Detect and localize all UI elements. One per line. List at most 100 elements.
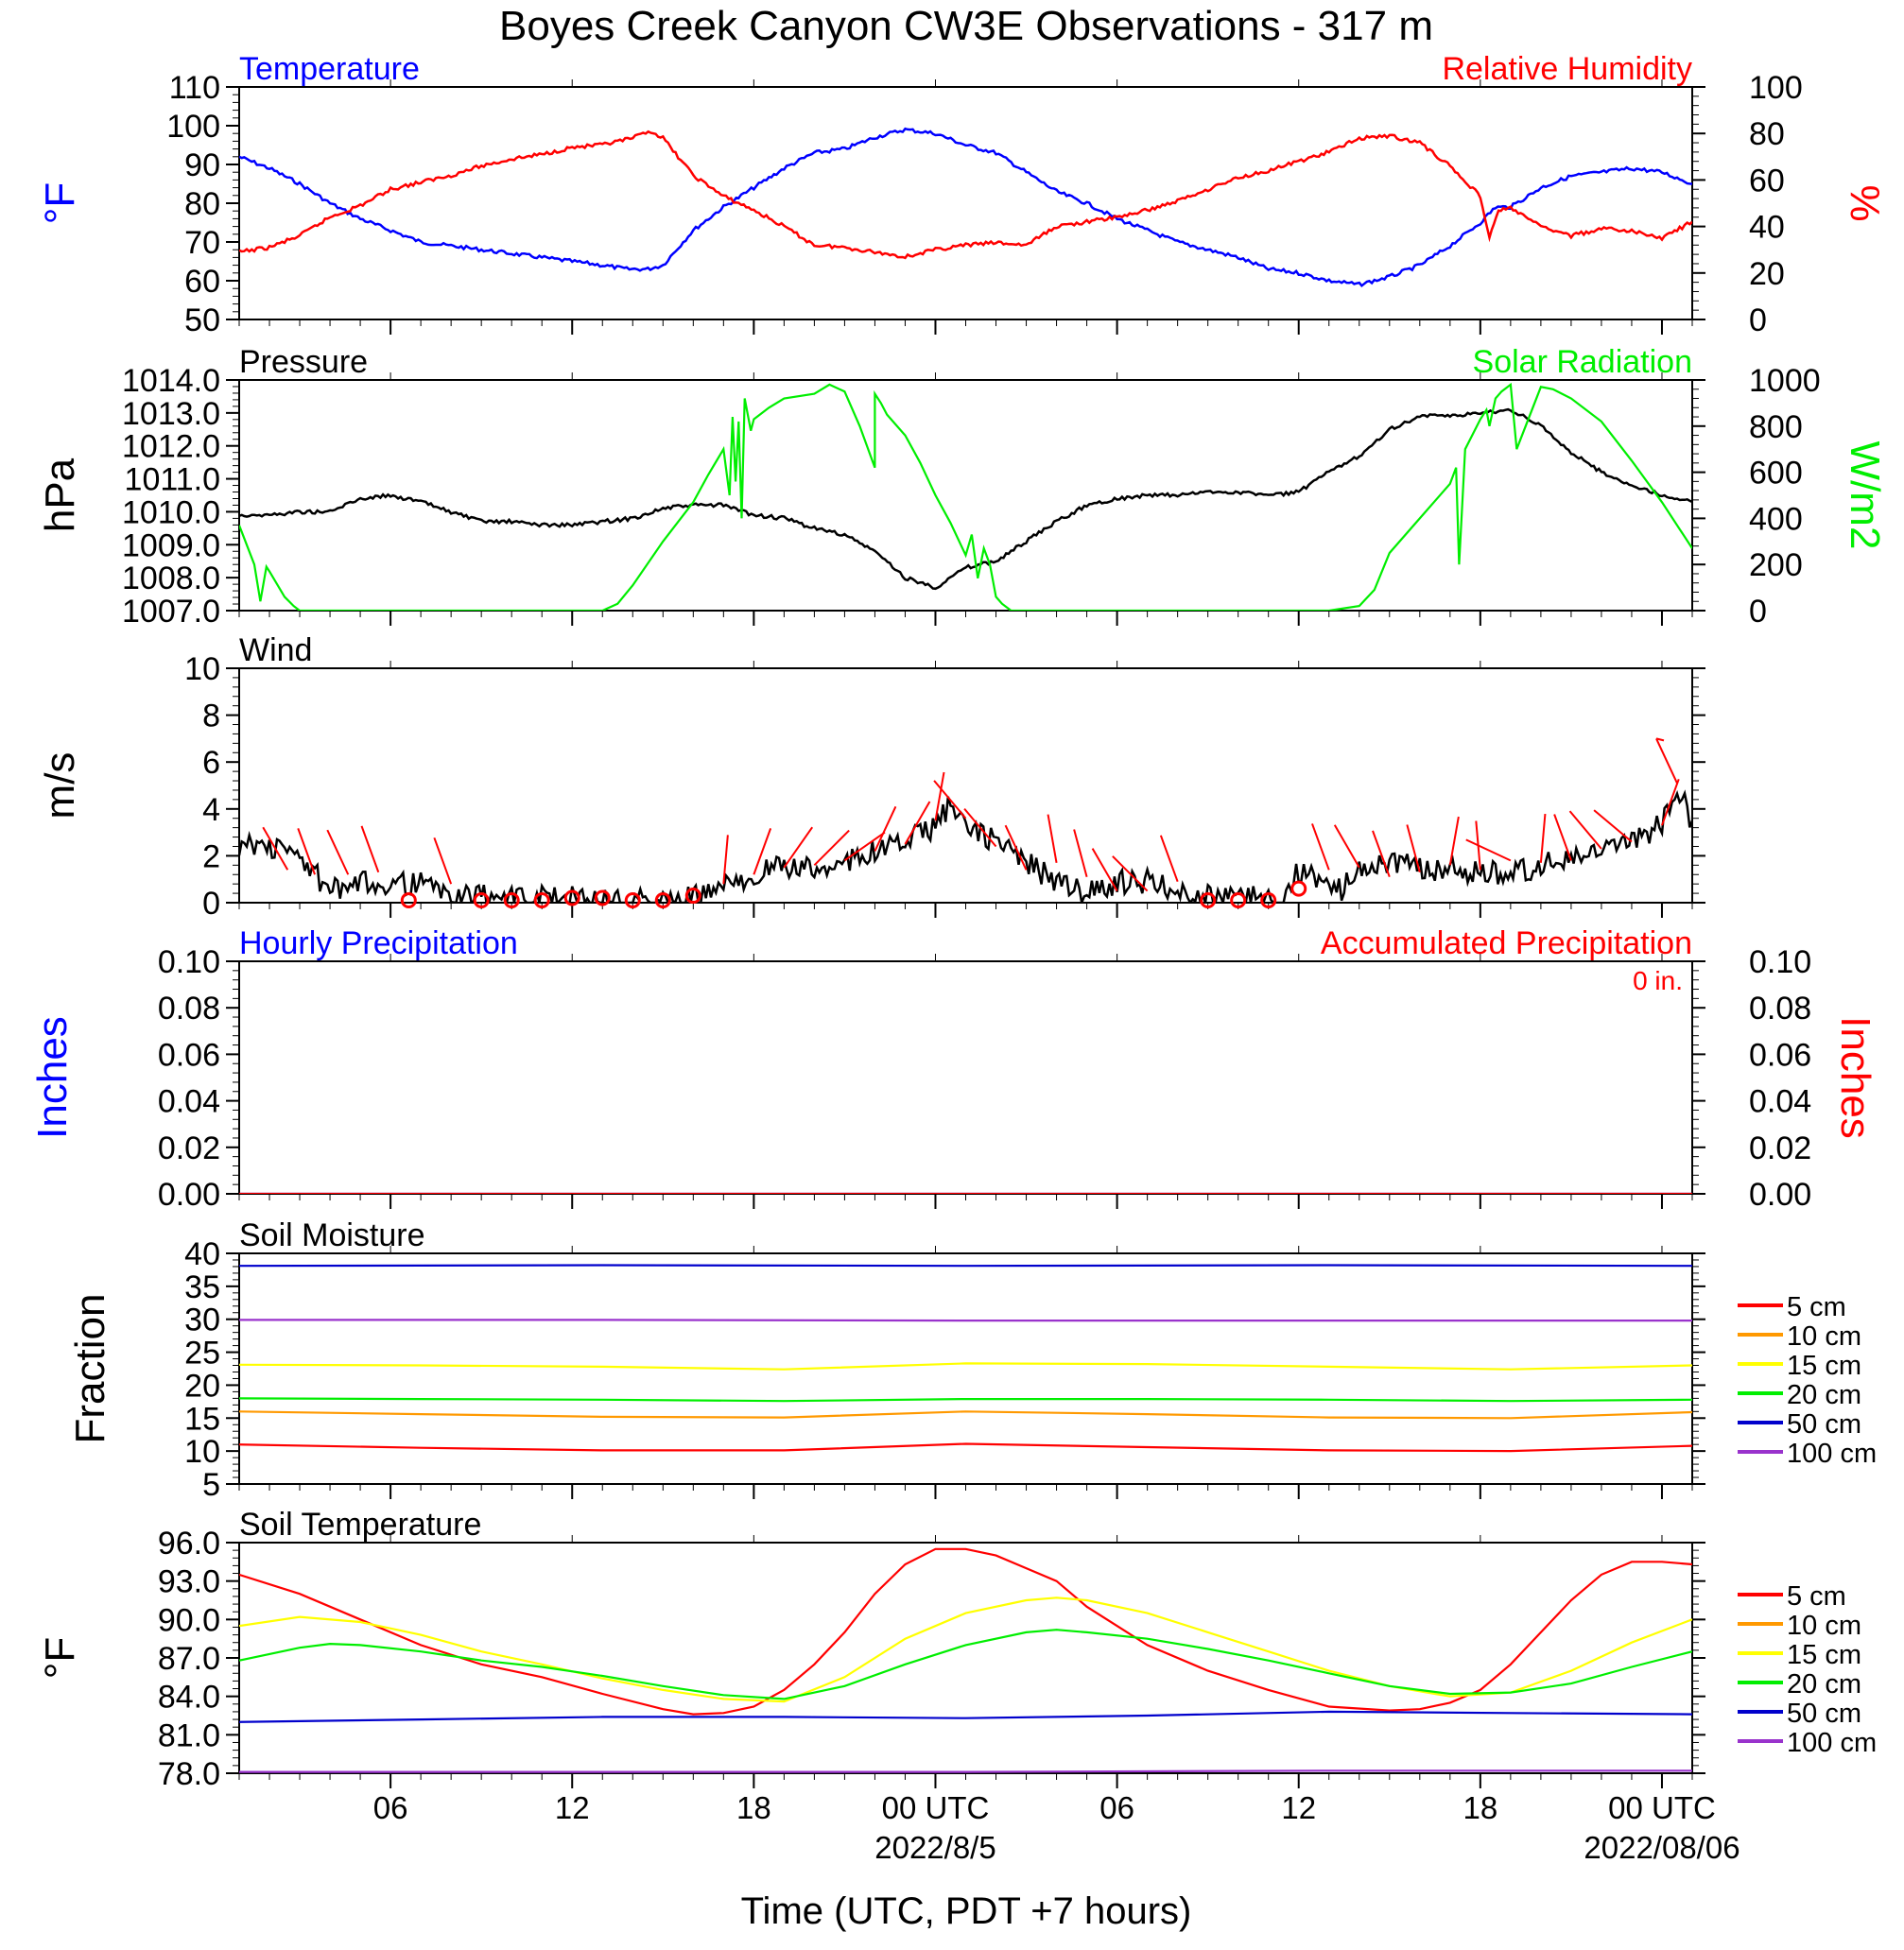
calm-wind-circle — [684, 888, 701, 905]
y-tick-label-right: 0.04 — [1749, 1084, 1811, 1120]
y-tick-label-right: 0.10 — [1749, 944, 1811, 980]
legend-label: 10 cm — [1787, 1321, 1861, 1352]
y-tick-label-left: 0.08 — [158, 991, 220, 1027]
panel-pressure_solar: 1007.01008.01009.01010.01011.01012.01013… — [37, 344, 1888, 630]
wind-barb — [1553, 814, 1572, 861]
y-tick-label-left: 78.0 — [158, 1756, 220, 1792]
y-tick-label-left: 1014.0 — [122, 363, 220, 399]
y-tick-label-left: 1008.0 — [122, 561, 220, 596]
y-tick-label-left: 0 — [202, 886, 220, 922]
y-tick-label-left: 50 — [184, 302, 220, 338]
y-tick-label-left: 40 — [184, 1236, 220, 1272]
wind-barb — [1004, 824, 1028, 871]
panel-title-right: Solar Radiation — [1473, 344, 1692, 380]
y-tick-label-right: 1000 — [1749, 363, 1821, 399]
y-tick-label-right: 0.06 — [1749, 1037, 1811, 1073]
panel-title-right: Relative Humidity — [1442, 51, 1692, 87]
y-tick-label-left: 110 — [169, 70, 220, 106]
wind-barb — [933, 780, 967, 820]
y-axis-label-right: % — [1842, 184, 1888, 221]
plot-frame — [238, 960, 1693, 1195]
y-tick-label-left: 60 — [184, 264, 220, 300]
y-tick-label-left: 25 — [184, 1336, 220, 1372]
y-tick-label-right: 100 — [1749, 70, 1803, 106]
y-tick-label-left: 1009.0 — [122, 527, 220, 563]
y-axis-label-left: °F — [37, 182, 83, 224]
wind-barb — [783, 826, 814, 869]
y-tick-label-left: 5 — [202, 1467, 220, 1503]
series-line-100-cm — [239, 1769, 1692, 1773]
wind-barb — [297, 828, 316, 875]
wind-barb — [1091, 848, 1118, 892]
accumulated-total-label: 0 in. — [1633, 966, 1683, 995]
legend-label: 20 cm — [1787, 1380, 1861, 1410]
y-tick-label-right: 60 — [1749, 163, 1785, 198]
calm-wind-circle — [624, 892, 641, 909]
y-tick-label-right: 0.00 — [1749, 1177, 1811, 1213]
x-tick-label: 00 UTC — [1608, 1790, 1716, 1825]
y-tick-label-left: 1013.0 — [122, 396, 220, 432]
legend-label: 15 cm — [1787, 1640, 1861, 1670]
legend-label: 15 cm — [1787, 1351, 1861, 1381]
wind-barb — [1073, 829, 1088, 877]
y-axis-label-right: Inches — [1832, 1016, 1878, 1139]
series-line-temperature — [239, 127, 1692, 288]
calm-wind-circle — [563, 889, 580, 906]
x-tick-label: 00 UTC — [882, 1790, 990, 1825]
y-tick-label-right: 200 — [1749, 547, 1803, 583]
y-tick-label-left: 15 — [184, 1401, 220, 1437]
legend-label: 20 cm — [1787, 1669, 1861, 1700]
x-tick-label: 12 — [555, 1790, 590, 1825]
y-tick-label-left: 1012.0 — [122, 429, 220, 465]
series-line-50-cm — [239, 1264, 1692, 1268]
y-tick-label-left: 81.0 — [158, 1717, 220, 1753]
legend-label: 5 cm — [1787, 1581, 1846, 1612]
y-tick-label-right: 20 — [1749, 256, 1785, 292]
series-line-pressure — [239, 407, 1692, 591]
y-tick-label-right: 400 — [1749, 501, 1803, 537]
panel-title-right: Accumulated Precipitation — [1321, 925, 1692, 961]
series-line-5-cm — [239, 1547, 1692, 1716]
x-tick-label: 06 — [373, 1790, 408, 1825]
y-tick-label-left: 0.10 — [158, 944, 220, 980]
y-tick-label-right: 0.08 — [1749, 991, 1811, 1027]
panel-title-left: Temperature — [239, 51, 420, 87]
y-axis-label-left: °F — [37, 1637, 83, 1679]
plot-frame — [238, 86, 1693, 320]
series-line-10-cm — [239, 1410, 1692, 1420]
x-tick-label: 06 — [1099, 1790, 1134, 1825]
wind-barb — [874, 805, 897, 852]
y-tick-label-left: 0.06 — [158, 1037, 220, 1073]
y-tick-label-left: 100 — [166, 109, 220, 145]
panel-wind: 0 2 4 6 8 10 Wind m/s — [37, 632, 1705, 922]
panel-soil_temp: 78.081.084.087.090.093.096.0 Soil Tempera… — [37, 1507, 1877, 1792]
y-axis-label-left: Inches — [29, 1016, 76, 1139]
wind-barb — [1465, 838, 1512, 862]
wind-barb — [1568, 810, 1602, 850]
series-line-15-cm — [239, 1596, 1692, 1703]
wind-barb — [722, 835, 729, 885]
series-line-5-cm — [239, 1442, 1692, 1453]
y-tick-label-left: 1010.0 — [122, 494, 220, 530]
plot-frame — [238, 379, 1693, 612]
y-tick-label-left: 93.0 — [158, 1564, 220, 1600]
y-tick-label-right: 0.02 — [1749, 1130, 1811, 1166]
y-tick-label-left: 96.0 — [158, 1526, 220, 1562]
y-tick-label-right: 800 — [1749, 409, 1803, 445]
wind-barb — [934, 771, 945, 821]
wind-barb — [1112, 855, 1149, 892]
series-line-relative-humidity — [239, 129, 1692, 260]
y-tick-label-left: 90 — [184, 147, 220, 183]
calm-wind-circle — [533, 892, 550, 909]
wind-barb — [904, 801, 931, 845]
y-tick-label-left: 90.0 — [158, 1602, 220, 1638]
wind-barb — [843, 831, 886, 862]
wind-barb — [813, 829, 850, 867]
wind-barb — [433, 837, 453, 885]
x-tick-label: 12 — [1281, 1790, 1316, 1825]
series-line-solar-radiation — [239, 382, 1692, 611]
y-tick-label-left: 80 — [184, 186, 220, 222]
wind-barb — [1047, 814, 1058, 864]
